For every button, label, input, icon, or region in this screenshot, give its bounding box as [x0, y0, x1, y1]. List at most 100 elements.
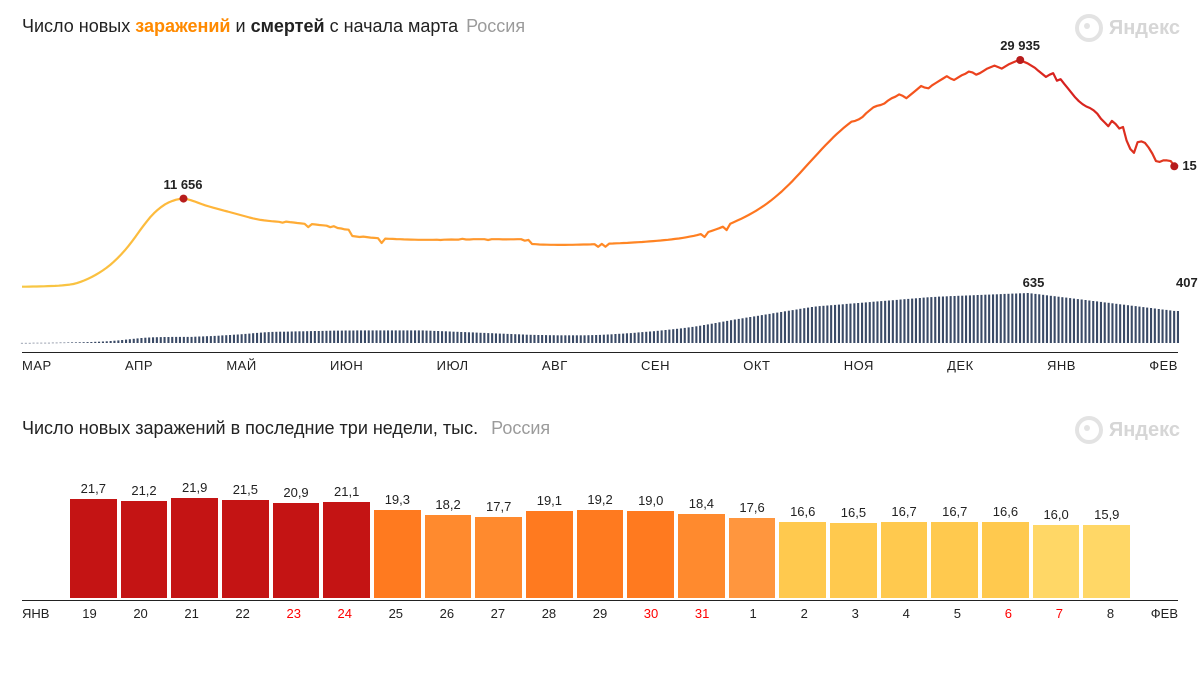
bar-fill [1033, 525, 1080, 598]
bar: 17,7 [475, 466, 522, 598]
bar-fill [475, 517, 522, 598]
bar-fill [627, 511, 674, 598]
bar: 19,2 [577, 466, 624, 598]
day-label: 24 [321, 606, 368, 621]
bar-fill [70, 499, 117, 598]
day-label: 28 [525, 606, 572, 621]
infections-callout-label: 15 916 [1182, 158, 1200, 173]
bar-fill [830, 523, 877, 598]
month-label: МАР [22, 358, 52, 373]
bar: 15,9 [1083, 466, 1130, 598]
bar: 16,6 [779, 466, 826, 598]
day-label: 19 [66, 606, 113, 621]
bar-fill [577, 510, 624, 598]
bar-value-label: 21,1 [323, 484, 370, 502]
bar-fill [374, 510, 421, 598]
bar-value-label: 16,6 [982, 504, 1029, 522]
month-label: СЕН [641, 358, 670, 373]
day-label: 23 [270, 606, 317, 621]
yandex-text: Яндекс [1109, 419, 1180, 442]
deaths-bars [21, 293, 1179, 343]
day-label: 29 [576, 606, 623, 621]
bar-fill [323, 502, 370, 598]
day-label: 2 [781, 606, 828, 621]
left-month-label: ЯНВ [22, 606, 66, 621]
bar-value-label: 18,4 [678, 496, 725, 514]
bar-fill [881, 522, 928, 598]
bar-fill [982, 522, 1029, 598]
bar-fill [171, 498, 218, 598]
month-axis-labels: МАРАПРМАЙИЮНИЮЛАВГСЕНОКТНОЯДЕКЯНВФЕВ [22, 358, 1178, 373]
bar: 16,7 [881, 466, 928, 598]
bar-value-label: 19,1 [526, 493, 573, 511]
bar-value-label: 16,0 [1033, 507, 1080, 525]
bar-value-label: 16,5 [830, 505, 877, 523]
bar: 19,0 [627, 466, 674, 598]
bar: 18,4 [678, 466, 725, 598]
bar-value-label: 17,6 [729, 500, 776, 518]
day-label: 31 [679, 606, 726, 621]
bar: 18,2 [425, 466, 472, 598]
bar-value-label: 18,2 [425, 497, 472, 515]
bar: 16,5 [830, 466, 877, 598]
bar-value-label: 17,7 [475, 499, 522, 517]
bottom-chart-title: Число новых заражений в последние три не… [22, 418, 550, 439]
right-month-label: ФЕВ [1134, 606, 1178, 621]
bar: 16,6 [982, 466, 1029, 598]
day-label: 1 [730, 606, 777, 621]
infections-line [22, 60, 1178, 287]
month-label: ОКТ [743, 358, 770, 373]
month-label: ИЮЛ [437, 358, 469, 373]
bar-chart: 21,721,221,921,520,921,119,318,217,719,1… [22, 466, 1178, 598]
day-label: 8 [1087, 606, 1134, 621]
bar-value-label: 21,9 [171, 480, 218, 498]
day-label: 22 [219, 606, 266, 621]
day-label: 21 [168, 606, 215, 621]
day-label: 26 [423, 606, 470, 621]
deaths-callout-label: 407 [1176, 275, 1198, 290]
bar-value-label: 19,2 [577, 492, 624, 510]
bar: 16,0 [1033, 466, 1080, 598]
bar: 17,6 [729, 466, 776, 598]
bar: 21,9 [171, 466, 218, 598]
day-label: 4 [883, 606, 930, 621]
bar-fill [273, 503, 320, 598]
bar-value-label: 20,9 [273, 485, 320, 503]
bar: 19,3 [374, 466, 421, 598]
month-label: ФЕВ [1149, 358, 1178, 373]
bar-fill [526, 511, 573, 598]
bar-fill [678, 514, 725, 598]
bar: 16,7 [931, 466, 978, 598]
bar: 21,1 [323, 466, 370, 598]
infections-callout-dot [1016, 56, 1024, 64]
bar-value-label: 19,3 [374, 492, 421, 510]
bar-fill [729, 518, 776, 598]
yandex-logo-icon [1075, 416, 1103, 444]
month-label: ДЕК [947, 358, 974, 373]
month-label: НОЯ [844, 358, 874, 373]
day-label: 25 [372, 606, 419, 621]
bar-fill [121, 501, 168, 598]
bar-value-label: 15,9 [1083, 507, 1130, 525]
infections-callout-label: 11 656 [163, 177, 202, 192]
yandex-watermark-bottom: Яндекс [1075, 416, 1180, 444]
top-axis-line [22, 352, 1178, 353]
bar: 20,9 [273, 466, 320, 598]
day-label: 6 [985, 606, 1032, 621]
bar-value-label: 21,2 [121, 483, 168, 501]
day-label: 30 [628, 606, 675, 621]
deaths-callout-label: 635 [1023, 275, 1045, 290]
bottom-axis-line [22, 600, 1178, 601]
bar-fill [779, 522, 826, 598]
day-axis-labels: ЯНВ 1920212223242526272829303112345678 Ф… [22, 606, 1178, 621]
bar-fill [931, 522, 978, 598]
bar: 21,5 [222, 466, 269, 598]
bar-value-label: 16,6 [779, 504, 826, 522]
month-label: ЯНВ [1047, 358, 1076, 373]
bar: 19,1 [526, 466, 573, 598]
bottom-title-region: Россия [491, 418, 550, 438]
infections-callout-label: 29 935 [1000, 38, 1040, 53]
day-label: 7 [1036, 606, 1083, 621]
bar-fill [1083, 525, 1130, 598]
bar-value-label: 21,5 [222, 482, 269, 500]
